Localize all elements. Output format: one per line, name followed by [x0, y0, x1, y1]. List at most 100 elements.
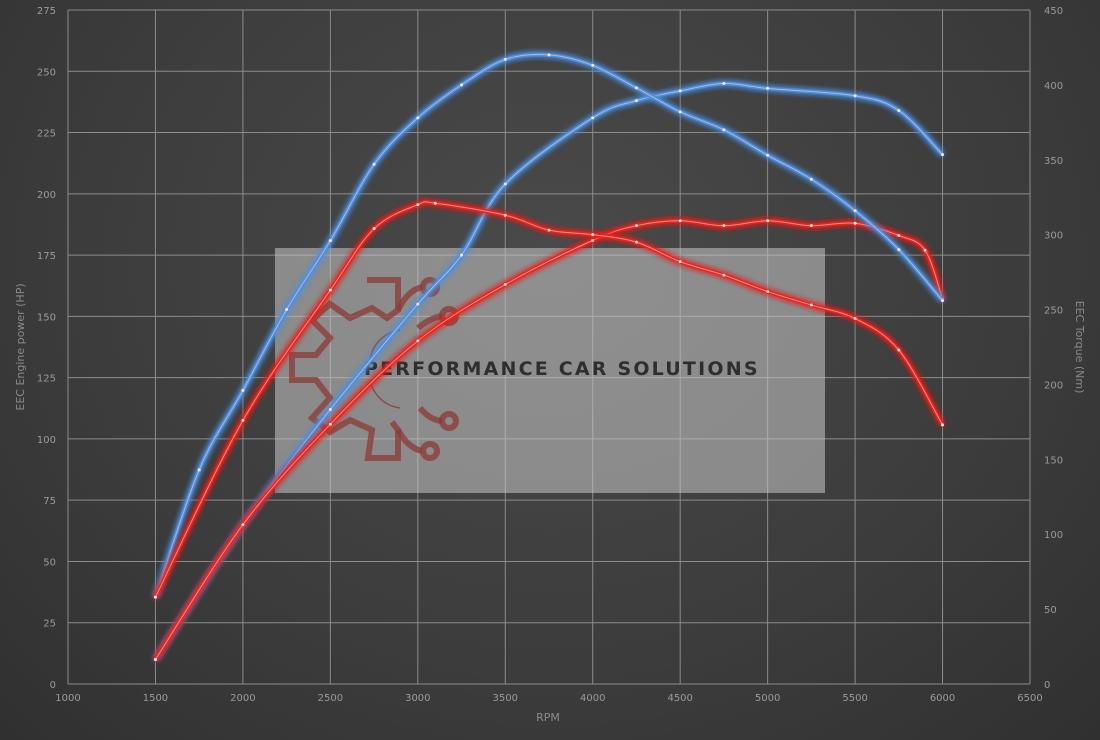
y2-tick-label: 200 [1044, 380, 1063, 391]
data-point [897, 108, 901, 112]
watermark: PERFORMANCE CAR SOLUTIONS [275, 248, 825, 493]
data-point [416, 339, 420, 343]
data-point [634, 99, 638, 103]
data-point [809, 177, 813, 181]
y2-tick-label: 0 [1044, 680, 1050, 691]
data-point [722, 82, 726, 86]
y-tick-label: 200 [37, 190, 56, 201]
data-point [634, 86, 638, 90]
tick-labels: 1000 1500 2000 2500 3000 3500 4000 4500 5000 5500… [37, 6, 1063, 704]
data-point [591, 233, 595, 237]
data-point [328, 288, 332, 292]
x-tick-label: 4500 [667, 693, 692, 704]
data-point [328, 422, 332, 426]
data-point [503, 283, 507, 287]
data-point [634, 240, 638, 244]
y-tick-label: 75 [43, 496, 56, 507]
data-point [678, 110, 682, 114]
data-point [241, 418, 245, 422]
x-axis-label: RPM [536, 711, 560, 724]
y2-tick-label: 150 [1044, 455, 1063, 466]
series-core-0 [155, 83, 943, 660]
data-point [460, 253, 464, 257]
data-point [591, 116, 595, 120]
x-tick-label: 3000 [405, 693, 430, 704]
data-point [766, 219, 770, 223]
data-point [634, 224, 638, 228]
data-point [941, 153, 945, 157]
data-point [809, 303, 813, 307]
x-tick-label: 2000 [230, 693, 255, 704]
y-axis-label: EEC Engine power (HP) [14, 283, 27, 410]
y-tick-label: 150 [37, 312, 56, 323]
data-point [941, 423, 945, 427]
y-tick-label: 25 [43, 619, 56, 630]
x-tick-label: 2500 [318, 693, 343, 704]
data-point [328, 407, 332, 411]
data-point [678, 260, 682, 264]
data-point [547, 228, 551, 232]
data-point [897, 248, 901, 252]
data-point [809, 224, 813, 228]
data-point [766, 290, 770, 294]
x-tick-label: 6500 [1017, 693, 1042, 704]
data-point [433, 201, 437, 205]
y-tick-label: 50 [43, 557, 56, 568]
data-point [853, 209, 857, 213]
data-point [678, 219, 682, 223]
data-point [591, 238, 595, 242]
x-tick-label: 6000 [930, 693, 955, 704]
series-layer [153, 52, 945, 661]
data-point [153, 657, 157, 661]
data-point [897, 233, 901, 237]
data-point [547, 53, 551, 57]
y-tick-label: 0 [50, 680, 56, 691]
data-point [766, 153, 770, 157]
data-point [678, 89, 682, 93]
data-point [853, 94, 857, 98]
data-point [153, 595, 157, 599]
x-tick-label: 1500 [143, 693, 168, 704]
data-point [503, 57, 507, 61]
x-tick-label: 5000 [755, 693, 780, 704]
data-point [328, 239, 332, 243]
data-point [722, 273, 726, 277]
y2-tick-label: 450 [1044, 6, 1063, 17]
data-point [897, 348, 901, 352]
y-tick-label: 225 [37, 129, 56, 140]
data-point [853, 317, 857, 321]
y2-tick-label: 300 [1044, 231, 1063, 242]
y-tick-label: 275 [37, 6, 56, 17]
data-point [923, 248, 927, 252]
watermark-text: PERFORMANCE CAR SOLUTIONS [364, 358, 760, 380]
data-point [591, 63, 595, 67]
data-point [197, 468, 201, 472]
y2-tick-label: 50 [1044, 605, 1057, 616]
y2-tick-label: 250 [1044, 306, 1063, 317]
y-tick-label: 250 [37, 67, 56, 78]
data-point [853, 221, 857, 225]
data-point [416, 116, 420, 120]
data-point [241, 388, 245, 392]
data-point [503, 182, 507, 186]
data-point [503, 213, 507, 217]
x-tick-label: 1000 [55, 693, 80, 704]
x-tick-label: 3500 [493, 693, 518, 704]
data-point [941, 299, 945, 303]
data-point [241, 523, 245, 527]
data-point [372, 227, 376, 231]
y2-tick-label: 100 [1044, 530, 1063, 541]
y2-axis-label: EEC Torque (Nm) [1073, 301, 1086, 394]
series-core-3 [155, 201, 943, 598]
data-point [722, 128, 726, 132]
y-tick-label: 175 [37, 251, 56, 262]
data-point [766, 86, 770, 90]
x-tick-label: 4000 [580, 693, 605, 704]
series-core-2 [154, 54, 943, 598]
y2-tick-label: 350 [1044, 156, 1063, 167]
data-point [460, 83, 464, 87]
data-point [416, 302, 420, 306]
y2-tick-label: 400 [1044, 81, 1063, 92]
data-point [416, 203, 420, 207]
